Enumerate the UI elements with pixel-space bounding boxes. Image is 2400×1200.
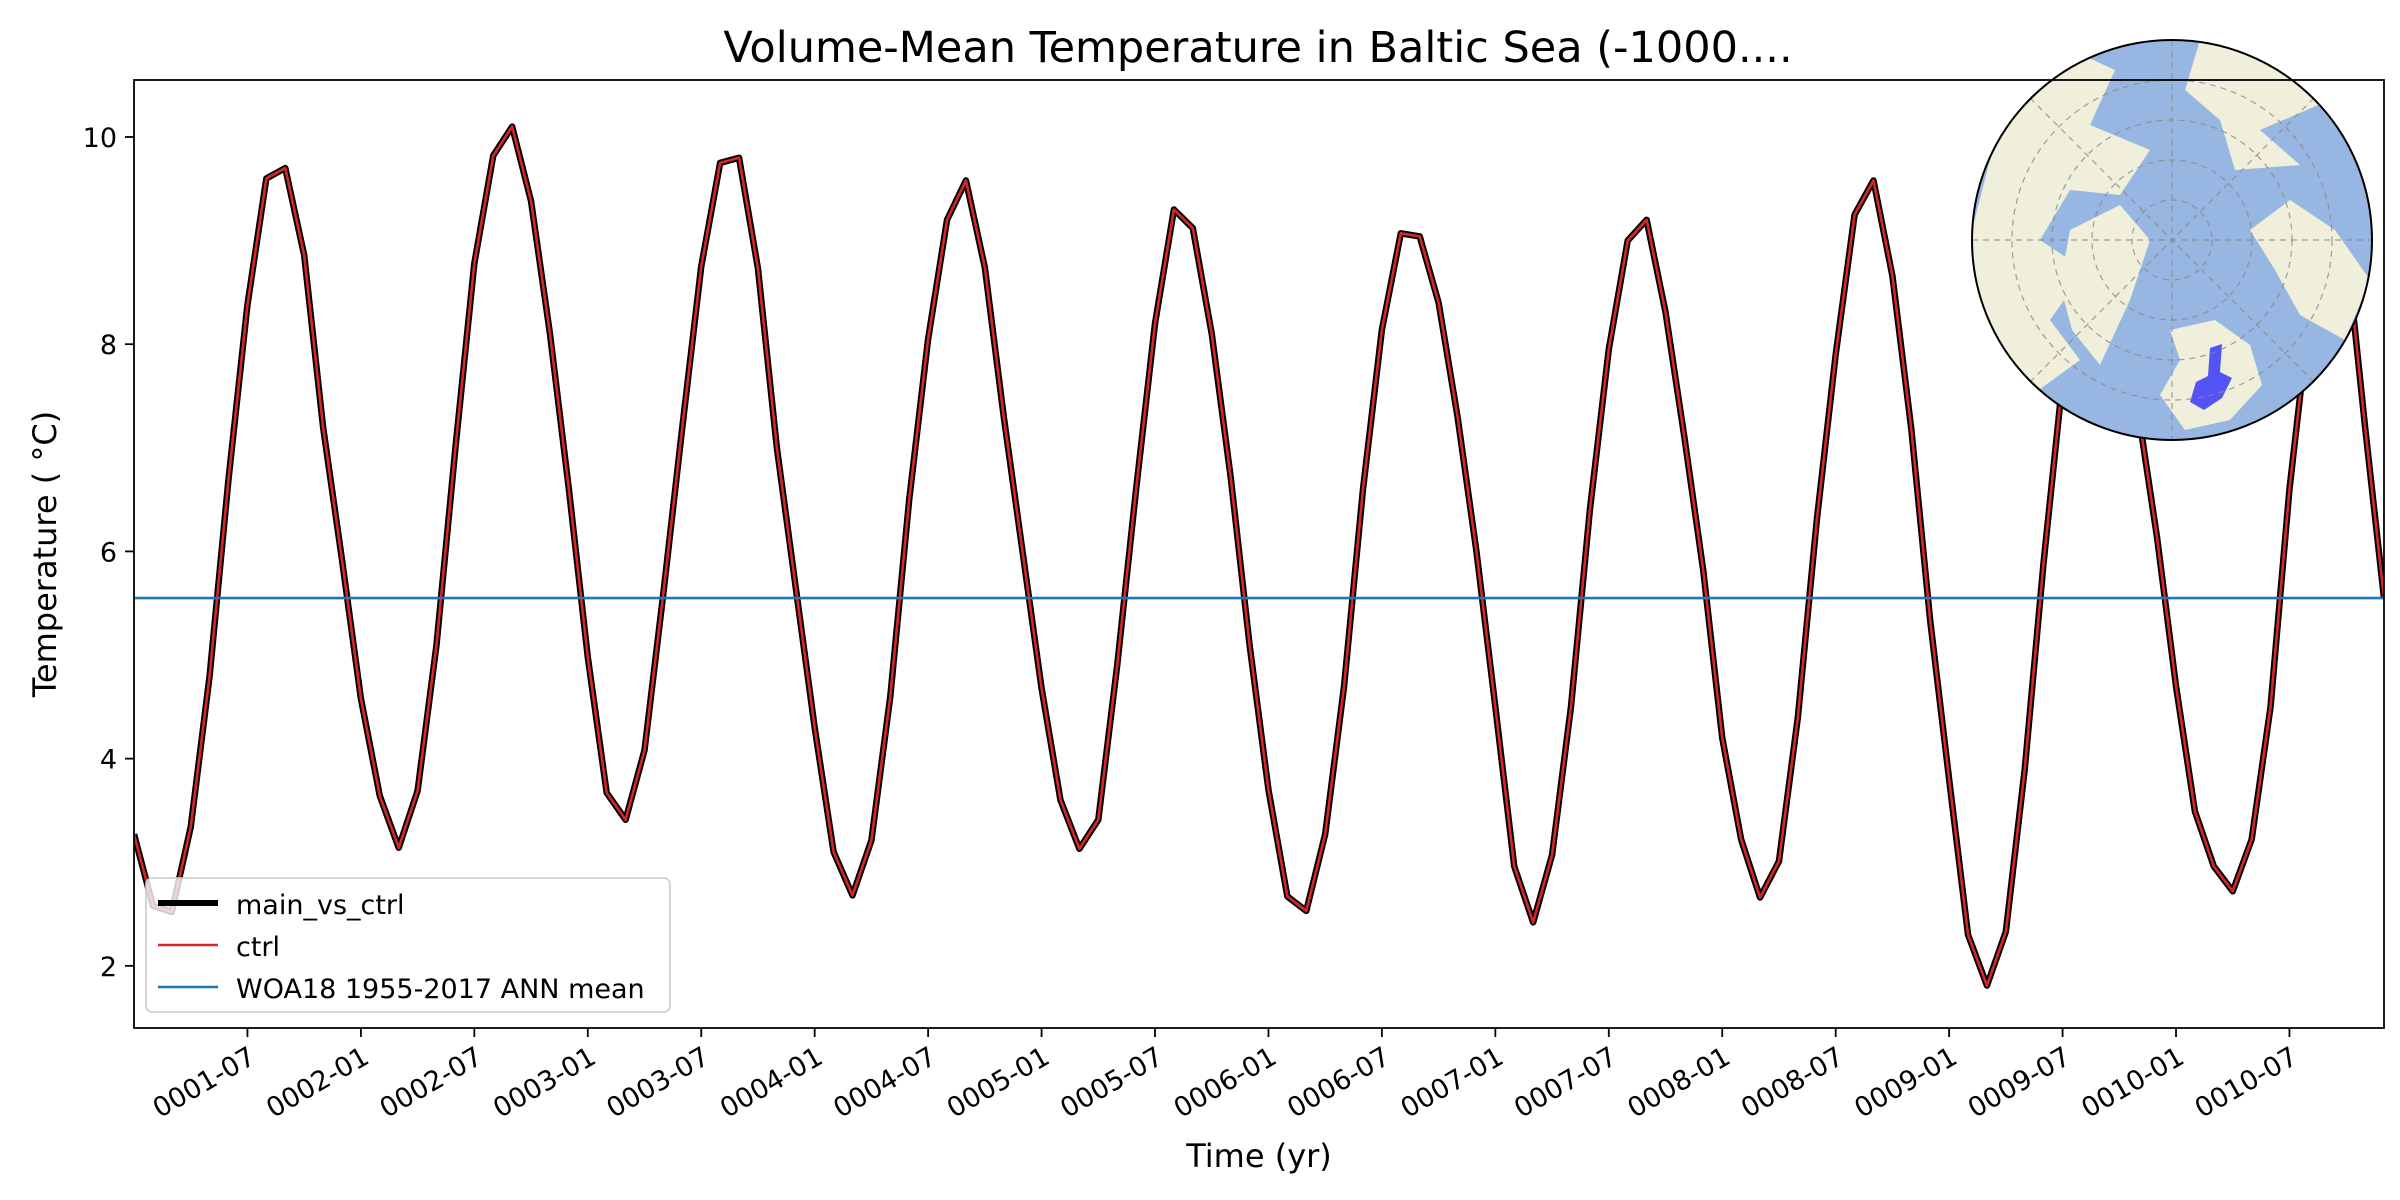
series-line-ctrl	[134, 125, 2384, 987]
chart-title: Volume-Mean Temperature in Baltic Sea (-…	[723, 23, 1792, 73]
map-land-eurasia-east	[2250, 200, 2370, 340]
legend-label-main-vs-ctrl: main_vs_ctrl	[236, 890, 405, 921]
legend-box	[145, 877, 671, 1013]
y-tick-label: 4	[100, 745, 117, 776]
plot-frame	[133, 79, 2385, 1029]
y-tick-label: 2	[100, 952, 117, 983]
y-tick-label: 10	[83, 123, 117, 154]
map-outline	[1971, 39, 2373, 441]
map-land-north-america	[1972, 40, 2150, 400]
legend-label-ctrl: ctrl	[236, 932, 280, 963]
y-tick-label: 6	[100, 537, 117, 568]
legend: main_vs_ctrl ctrl WOA18 1955-2017 ANN me…	[145, 877, 671, 1013]
legend-label-woa18: WOA18 1955-2017 ANN mean	[236, 974, 645, 1005]
y-tick-label: 8	[100, 330, 117, 361]
map-land-greenland	[2060, 205, 2150, 365]
y-axis: 2 4 6 8 10	[83, 123, 134, 983]
x-axis-label: Time (yr)	[1185, 1137, 1332, 1175]
data-layer	[134, 123, 2384, 989]
inset-map	[1971, 39, 2373, 441]
y-axis-label: Temperature ( °C)	[26, 411, 64, 698]
map-highlight-baltic-sea	[2190, 344, 2232, 410]
